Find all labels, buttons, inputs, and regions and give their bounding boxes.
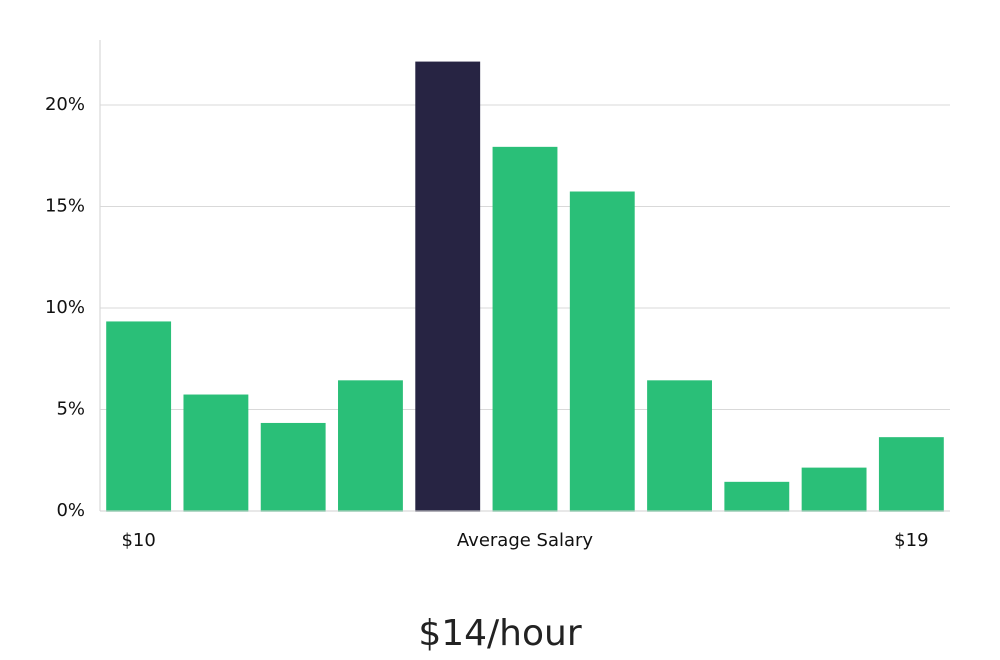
bar [647,380,712,512]
bar [106,321,172,512]
bar [415,61,481,512]
x-tick-label: $10 [121,530,155,551]
x-tick-label: Average Salary [457,530,594,551]
bar [338,380,403,512]
y-tick-label: 10% [45,297,85,318]
x-tick-label: $19 [894,530,928,551]
bar [260,422,326,512]
y-tick-label: 20% [45,94,85,115]
y-tick-label: 5% [56,398,85,419]
bar [878,437,944,512]
bar [801,467,867,512]
y-tick-label: 15% [45,195,85,216]
salary-caption: $14/hour [418,613,582,654]
y-tick-label: 0% [56,500,85,521]
bar [492,146,558,512]
bar [183,394,249,512]
bar [569,191,635,512]
bar [724,481,790,512]
